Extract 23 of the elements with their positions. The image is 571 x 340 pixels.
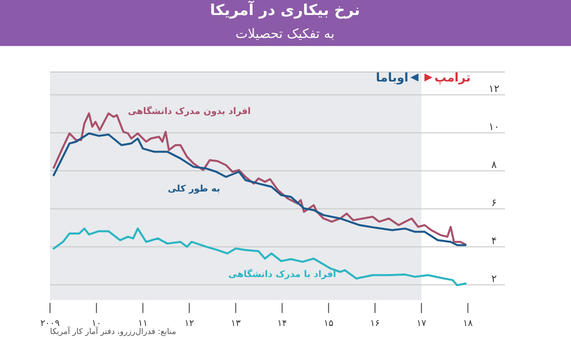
- y-tick-label: ۱۲: [488, 84, 500, 95]
- x-tick-label: ۱۸: [463, 319, 473, 329]
- band-label: اوباما: [376, 70, 408, 84]
- series-label: به طور کلی: [168, 184, 220, 195]
- x-tick-label: ۱۱: [138, 319, 148, 329]
- y-tick-label: ۱۰: [488, 122, 500, 133]
- y-tick-label: ۸: [491, 160, 498, 171]
- series-label: افراد با مدرک دانشگاهی: [228, 268, 336, 280]
- y-tick-label: ۲: [491, 274, 497, 285]
- y-tick-label: ۶: [491, 198, 497, 209]
- chart-subtitle: به تفکیک تحصیلات: [236, 27, 334, 42]
- x-tick-label: ۱۶: [370, 319, 380, 329]
- x-tick-label: ۱۵: [324, 319, 334, 329]
- series-label: افراد بدون مدرک دانشگاهی: [128, 104, 251, 117]
- text: منابع: فدرال‌رزرو، دفتر آمار کار آمریکا: [50, 326, 176, 336]
- chart-title: نرخ بیکاری در آمریکا: [210, 0, 360, 19]
- x-tick-label: ۱۷: [416, 319, 426, 329]
- annotation: ترامپ: [434, 70, 471, 84]
- y-tick-label: ۴: [491, 236, 497, 247]
- x-tick-label: ۱۳: [230, 319, 241, 329]
- x-tick-label: ۱۲: [184, 319, 194, 329]
- x-tick-label: ۲۰۰۹: [40, 319, 60, 329]
- x-tick-label: ۱۴: [277, 319, 288, 329]
